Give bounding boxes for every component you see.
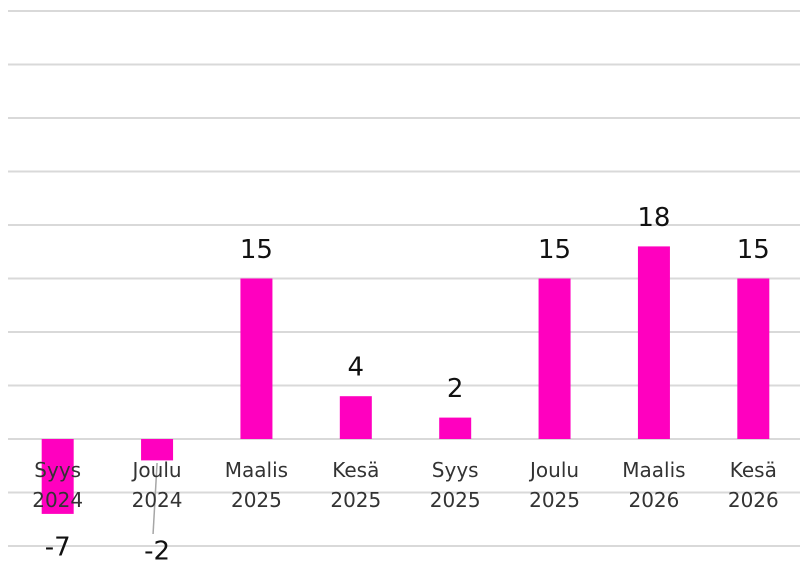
bar <box>240 278 273 439</box>
data-label: -2 <box>144 537 170 567</box>
bar <box>538 278 571 439</box>
bar <box>637 246 670 439</box>
x-tick-label: Kesä 2025 <box>330 458 382 512</box>
x-tick-label: Syys 2024 <box>32 458 84 512</box>
data-label: -7 <box>45 532 71 562</box>
x-tick-label: Syys 2025 <box>429 458 481 512</box>
x-tick-label: Maalis 2026 <box>622 458 686 512</box>
x-tick-label: Maalis 2025 <box>224 458 289 512</box>
data-label: 4 <box>348 353 365 383</box>
bar <box>141 439 174 461</box>
data-label: 15 <box>240 235 273 265</box>
data-label: 18 <box>637 203 670 233</box>
bar <box>439 417 472 439</box>
leader-line <box>152 462 158 535</box>
bar <box>737 278 770 439</box>
data-label: 2 <box>447 374 464 404</box>
x-tick-label: Joulu 2025 <box>529 458 581 512</box>
x-tick-label: Kesä 2026 <box>727 458 779 512</box>
bar <box>41 439 74 514</box>
x-tick-label: Joulu 2024 <box>131 458 183 512</box>
data-label: 15 <box>538 235 571 265</box>
data-label: 15 <box>737 235 770 265</box>
bar <box>339 396 372 439</box>
